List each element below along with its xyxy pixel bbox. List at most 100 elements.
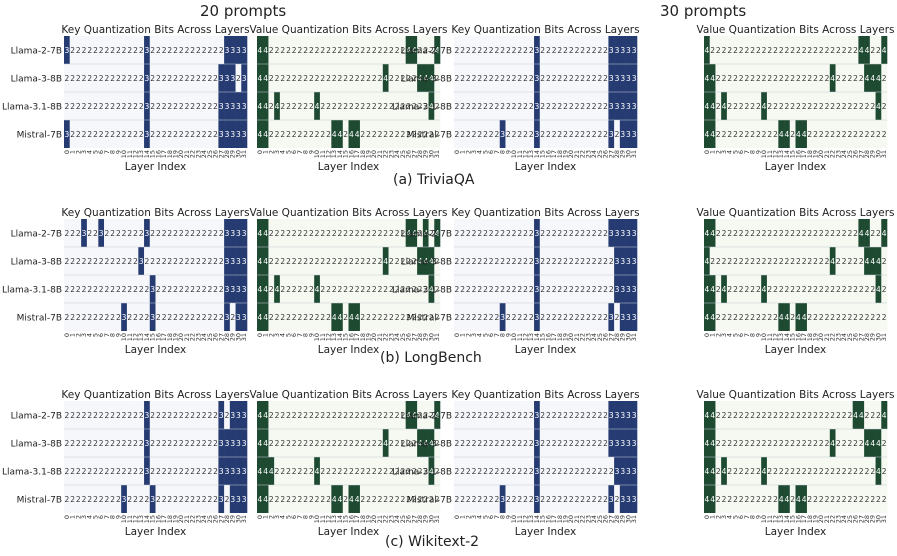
heatmap-cell <box>869 429 876 457</box>
heatmap-cell <box>417 485 424 513</box>
cell-value-label: 2 <box>454 102 459 111</box>
heatmap-cell <box>274 64 281 92</box>
cell-value-label: 2 <box>454 130 459 139</box>
x-tick-label: 3 <box>273 515 281 519</box>
heatmap-cell <box>801 401 808 429</box>
heatmap-cell <box>465 275 472 303</box>
heatmap-cell <box>812 275 819 303</box>
heatmap-cell <box>795 64 802 92</box>
x-tick-label: 10 <box>120 515 128 523</box>
heatmap-cell <box>534 247 541 275</box>
cell-value-label: 2 <box>76 74 81 83</box>
cell-value-label: 4 <box>796 313 801 322</box>
heatmap-cell <box>184 401 191 429</box>
heatmap-cell <box>428 401 435 429</box>
heatmap-cell <box>528 303 535 331</box>
x-tick-label: 0 <box>703 333 711 337</box>
cell-value-label: 2 <box>338 102 343 111</box>
cell-value-label: 2 <box>727 74 732 83</box>
cell-value-label: 3 <box>236 130 241 139</box>
cell-value-label: 2 <box>292 257 297 266</box>
x-tick-label: 29 <box>422 515 430 523</box>
x-tick-label: 14 <box>533 333 541 341</box>
x-tick-label: 6 <box>290 150 298 154</box>
cell-value-label: 2 <box>819 257 824 266</box>
heatmap-cell <box>499 247 506 275</box>
cell-value-label: 2 <box>360 439 365 448</box>
x-tick-label: 25 <box>596 515 604 523</box>
heatmap-cell <box>488 275 495 303</box>
cell-value-label: 2 <box>280 46 285 55</box>
heatmap-cell <box>206 219 213 247</box>
x-tick-label: 15 <box>539 515 547 523</box>
heatmap-cell <box>755 219 762 247</box>
cell-value-label: 2 <box>64 229 69 238</box>
x-tick-label: 5 <box>284 333 292 337</box>
cell-value-label: 2 <box>859 102 864 111</box>
cell-value-label: 2 <box>162 313 167 322</box>
x-tick-label: 10 <box>760 333 768 341</box>
x-tick-label: 6 <box>737 333 745 337</box>
heatmap-cell <box>161 485 168 513</box>
heatmap-cell <box>342 401 349 429</box>
heatmap-cell <box>342 303 349 331</box>
cell-value-label: 2 <box>716 285 721 294</box>
heatmap-cell <box>382 457 389 485</box>
cell-value-label: 2 <box>343 130 348 139</box>
x-tick-label: 18 <box>166 150 174 158</box>
cell-value-label: 2 <box>82 313 87 322</box>
x-tick-label: 30 <box>234 515 242 523</box>
heatmap-cell <box>241 247 248 275</box>
cell-value-label: 2 <box>162 257 167 266</box>
cell-value-label: 2 <box>540 257 545 266</box>
heatmap-cell <box>337 457 344 485</box>
cell-value-label: 2 <box>105 102 110 111</box>
cell-value-label: 3 <box>609 495 614 504</box>
cell-value-label: 2 <box>517 229 522 238</box>
heatmap-cell <box>568 275 575 303</box>
cell-value-label: 2 <box>472 257 477 266</box>
x-tick-label: 18 <box>806 333 814 341</box>
heatmap-cell <box>824 275 831 303</box>
x-tick-label: 2 <box>74 150 82 154</box>
cell-value-label: 2 <box>727 313 732 322</box>
cell-value-label: 2 <box>162 411 167 420</box>
cell-value-label: 2 <box>173 102 178 111</box>
cell-value-label: 2 <box>76 130 81 139</box>
heatmap-cell <box>614 429 621 457</box>
heatmap-cell <box>704 485 711 513</box>
cell-value-label: 2 <box>139 495 144 504</box>
heatmap-cell <box>104 120 111 148</box>
heatmap-cell <box>262 219 269 247</box>
cell-value-label: 2 <box>110 313 115 322</box>
heatmap-cell <box>625 485 632 513</box>
heatmap-cell <box>726 275 733 303</box>
heatmap-cell <box>818 120 825 148</box>
cell-value-label: 2 <box>366 411 371 420</box>
cell-value-label: 2 <box>207 46 212 55</box>
heatmap-cell <box>562 429 569 457</box>
cell-value-label: 2 <box>213 313 218 322</box>
heatmap-cell <box>241 303 248 331</box>
cell-value-label: 2 <box>517 130 522 139</box>
heatmap-cell <box>534 429 541 457</box>
cell-value-label: 2 <box>466 229 471 238</box>
cell-value-label: 2 <box>813 313 818 322</box>
cell-value-label: 2 <box>603 257 608 266</box>
cell-value-label: 2 <box>116 130 121 139</box>
heatmap-cell <box>434 36 441 64</box>
cell-value-label: 2 <box>355 285 360 294</box>
x-tick-label: 3 <box>720 515 728 519</box>
cell-value-label: 2 <box>105 46 110 55</box>
cell-value-label: 2 <box>813 467 818 476</box>
cell-value-label: 2 <box>807 439 812 448</box>
cell-value-label: 2 <box>739 130 744 139</box>
heatmap-cell <box>522 457 529 485</box>
x-tick-label: 24 <box>840 515 848 523</box>
cell-value-label: 2 <box>292 411 297 420</box>
heatmap-cell <box>155 247 162 275</box>
heatmap-cell <box>614 36 621 64</box>
cell-value-label: 4 <box>704 130 709 139</box>
heatmap-cell <box>302 219 309 247</box>
